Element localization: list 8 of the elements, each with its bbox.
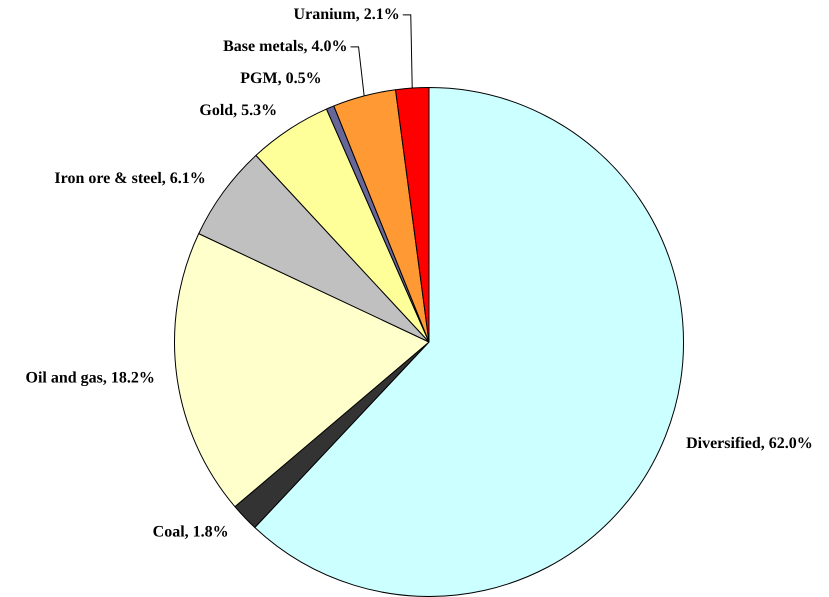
slice-label: Base metals, 4.0% — [223, 38, 348, 56]
slice-label: Diversified, 62.0% — [686, 434, 813, 452]
slice-label: Gold, 5.3% — [199, 102, 278, 120]
slice-label: Oil and gas, 18.2% — [26, 370, 155, 387]
slice-label: PGM, 0.5% — [240, 70, 322, 88]
slice-label: Iron ore & steel, 6.1% — [54, 170, 206, 187]
slice-label: Coal, 1.8% — [152, 524, 229, 541]
slice-label: Uranium, 2.1% — [294, 6, 400, 24]
